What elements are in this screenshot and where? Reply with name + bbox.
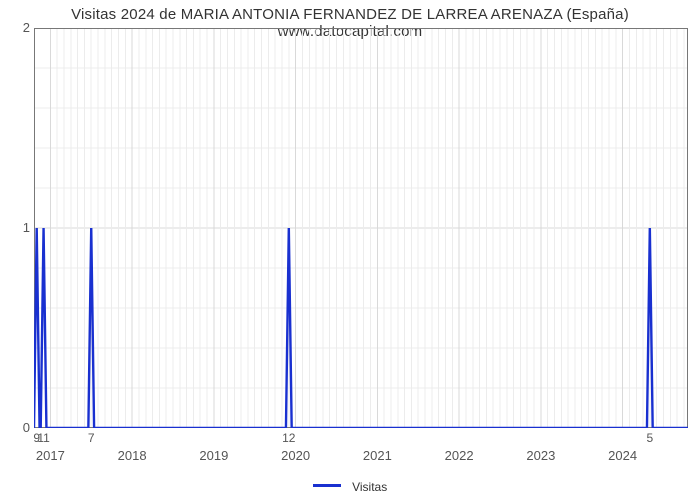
x-tick-label: 2019 <box>199 448 228 463</box>
x-tick-label: 2018 <box>118 448 147 463</box>
x-tick-label: 2022 <box>445 448 474 463</box>
legend-line-swatch <box>313 484 341 487</box>
y-tick-label: 1 <box>10 220 30 235</box>
chart-legend: Visitas <box>0 480 700 494</box>
y-tick-label: 0 <box>10 420 30 435</box>
x-tick-label: 2020 <box>281 448 310 463</box>
chart-container: Visitas 2024 de MARIA ANTONIA FERNANDEZ … <box>0 0 700 500</box>
spike-label: 7 <box>88 431 95 445</box>
spike-label: 11 <box>37 431 49 445</box>
chart-plot-area <box>34 28 688 428</box>
legend-label: Visitas <box>352 480 387 494</box>
x-tick-label: 2024 <box>608 448 637 463</box>
x-tick-label: 2017 <box>36 448 65 463</box>
x-tick-label: 2021 <box>363 448 392 463</box>
spike-label: 5 <box>646 431 653 445</box>
x-tick-label: 2023 <box>526 448 555 463</box>
y-tick-label: 2 <box>10 20 30 35</box>
spike-label: 12 <box>282 431 295 445</box>
